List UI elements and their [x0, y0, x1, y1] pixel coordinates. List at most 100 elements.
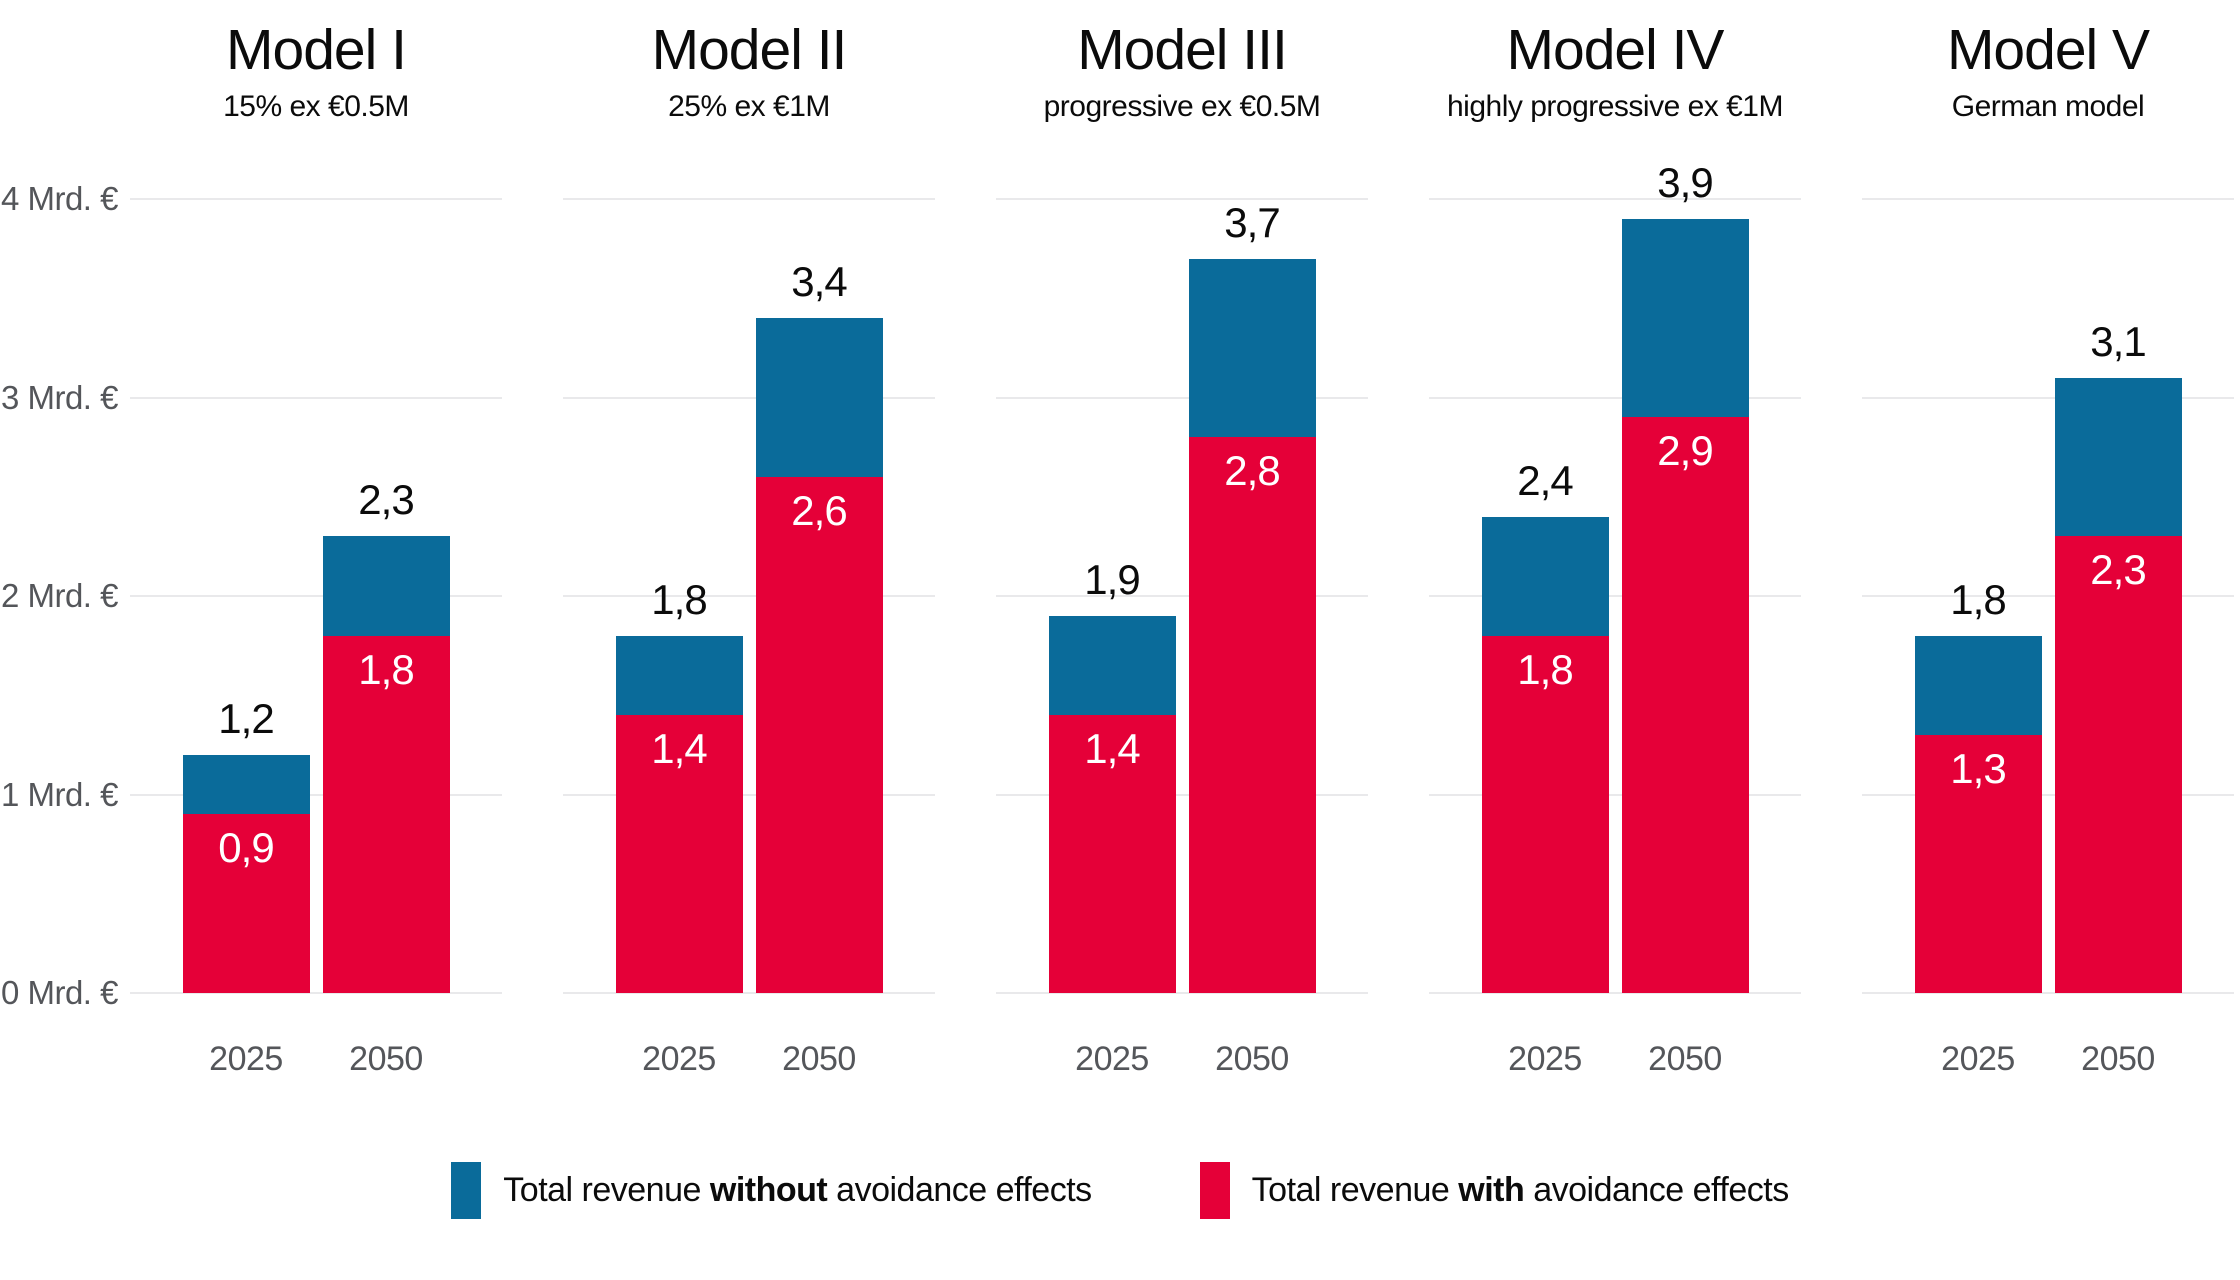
bar-group-2050: 3,1 2,3	[2054, 318, 2182, 993]
panel-plot-area: 1,8 1,4 3,4 2,6	[563, 198, 935, 994]
gridline	[1862, 396, 2234, 399]
panel-subtitle: highly progressive ex €1M	[1446, 90, 1784, 123]
bar-with-avoidance: 1,4	[615, 715, 743, 993]
gridline	[563, 992, 935, 994]
bar-group-2050: 3,9 2,9	[1621, 159, 1749, 993]
gridline	[563, 198, 935, 200]
value-label-with: 1,8	[358, 646, 414, 693]
y-tick-label: 4 Mrd. €	[0, 180, 119, 217]
gridline	[563, 793, 935, 796]
bar-with-avoidance: 2,3	[2054, 536, 2182, 993]
panel-subtitle: German model	[1951, 90, 2145, 123]
gridline	[996, 793, 1368, 796]
legend-item-without: Total revenue without avoidance effects	[451, 1162, 1092, 1219]
value-label-with: 2,9	[1657, 427, 1713, 474]
value-label-without: 3,7	[1224, 199, 1280, 246]
legend-label-with-suffix: avoidance effects	[1524, 1171, 1789, 1209]
panel-model-ii: Model II 25% ex €1M 1,8 1,4 3,4 2,6 2025 2050	[563, 0, 935, 1280]
y-axis: 4 Mrd. € 3 Mrd. € 2 Mrd. € 1 Mrd. € 0 Mrd. €	[0, 0, 119, 1280]
panel-title: Model IV	[1506, 18, 1725, 82]
legend-label-with-prefix: Total revenue	[1251, 1171, 1459, 1209]
y-tick-label: 1 Mrd. €	[0, 775, 119, 813]
value-label-without: 1,9	[1084, 556, 1140, 603]
gridline	[1429, 992, 1801, 994]
x-tick-label-2025: 2025	[1941, 1040, 2015, 1078]
x-axis-labels: 2025 2050	[1429, 1040, 1801, 1079]
bar-with-avoidance: 1,4	[1048, 715, 1176, 993]
bar-group-2050: 3,7 2,8	[1188, 199, 1316, 993]
panel-title: Model V	[1946, 18, 2150, 82]
bar-group-2025: 1,2 0,9	[182, 695, 310, 993]
gridline	[996, 595, 1368, 597]
panel-plot-area: 1,9 1,4 3,7 2,8	[996, 198, 1368, 994]
panel-plot-area: 1,2 0,9 2,3 1,8	[130, 198, 502, 994]
panel-plot-area: 2,4 1,8 3,9 2,9	[1429, 159, 1801, 994]
x-tick-label-2025: 2025	[1075, 1040, 1149, 1078]
gridline	[130, 793, 502, 796]
gridline	[996, 992, 1368, 994]
value-label-with: 1,3	[1950, 745, 2006, 792]
legend-label-without: Total revenue without avoidance effects	[503, 1171, 1092, 1210]
value-label-with: 1,8	[1517, 646, 1573, 693]
x-axis-labels: 2025 2050	[130, 1040, 502, 1079]
legend-label-with-bold: with	[1458, 1171, 1525, 1209]
gridline	[996, 198, 1368, 200]
value-label-with: 1,4	[651, 725, 707, 772]
bar-with-avoidance: 2,6	[755, 477, 883, 993]
bar-with-avoidance: 2,9	[1621, 417, 1749, 993]
gridline	[1862, 793, 2234, 796]
panel-subtitle: progressive ex €0.5M	[1043, 90, 1321, 123]
x-tick-label-2025: 2025	[642, 1040, 716, 1078]
gridline	[1862, 198, 2234, 200]
gridline	[563, 595, 935, 597]
x-tick-label-2050: 2050	[782, 1040, 856, 1078]
value-label-with: 2,6	[791, 487, 847, 534]
panel-title: Model I	[226, 18, 407, 82]
y-tick-label: 3 Mrd. €	[0, 378, 119, 416]
value-label-without: 2,4	[1517, 457, 1573, 504]
bar-group-2050: 2,3 1,8	[322, 476, 450, 993]
x-tick-label-2050: 2050	[1648, 1040, 1722, 1078]
x-tick-label-2050: 2050	[2081, 1040, 2155, 1078]
legend-swatch-blue-icon	[451, 1162, 482, 1219]
panel-model-iii: Model III progressive ex €0.5M 1,9 1,4 3,7 2,…	[996, 0, 1368, 1280]
x-tick-label-2025: 2025	[1508, 1040, 1582, 1078]
x-tick-label-2050: 2050	[1215, 1040, 1289, 1078]
panel-model-iv: Model IV highly progressive ex €1M 2,4 1,8 3…	[1429, 0, 1801, 1280]
legend-item-with: Total revenue with avoidance effects	[1199, 1162, 1790, 1219]
bar-with-avoidance: 1,8	[322, 636, 450, 993]
bar-with-avoidance: 1,3	[1914, 735, 2042, 993]
legend-swatch-red-icon	[1199, 1162, 1230, 1219]
gridline	[130, 198, 502, 200]
gridline	[563, 396, 935, 399]
value-label-without: 3,9	[1657, 159, 1713, 206]
value-label-with: 1,4	[1084, 725, 1140, 772]
panel-model-v: Model V German model 1,8 1,3 3,1 2,3 2025 2050	[1862, 0, 2234, 1280]
value-label-without: 1,8	[1950, 576, 2006, 623]
value-label-with: 0,9	[218, 824, 274, 871]
y-tick-label: 0 Mrd. €	[0, 974, 119, 1011]
bar-group-2025: 1,8 1,3	[1914, 576, 2042, 993]
bar-with-avoidance: 2,8	[1188, 437, 1316, 993]
bar-groups: 2,4 1,8 3,9 2,9	[1429, 159, 1801, 993]
value-label-without: 2,3	[358, 476, 414, 523]
legend-label-with: Total revenue with avoidance effects	[1251, 1171, 1790, 1210]
bar-group-2025: 1,9 1,4	[1048, 556, 1176, 993]
gridline	[1862, 595, 2234, 597]
gridline	[130, 992, 502, 994]
value-label-without: 1,8	[651, 576, 707, 623]
bar-groups: 1,2 0,9 2,3 1,8	[130, 199, 502, 993]
bar-with-avoidance: 0,9	[182, 814, 310, 993]
gridline	[1862, 992, 2234, 994]
panel-title: Model II	[651, 18, 848, 82]
panel-subtitle: 25% ex €1M	[668, 90, 830, 123]
legend: Total revenue without avoidance effects …	[0, 1162, 2240, 1219]
legend-label-without-bold: without	[709, 1171, 828, 1209]
value-label-with: 2,8	[1224, 447, 1280, 494]
bar-groups: 1,8 1,4 3,4 2,6	[563, 199, 935, 993]
panel-model-i: Model I 15% ex €0.5M 1,2 0,9 2,3 1,8 2025 2050	[130, 0, 502, 1280]
gridline	[1429, 793, 1801, 796]
value-label-without: 3,4	[791, 258, 847, 305]
legend-label-without-suffix: avoidance effects	[827, 1171, 1092, 1209]
